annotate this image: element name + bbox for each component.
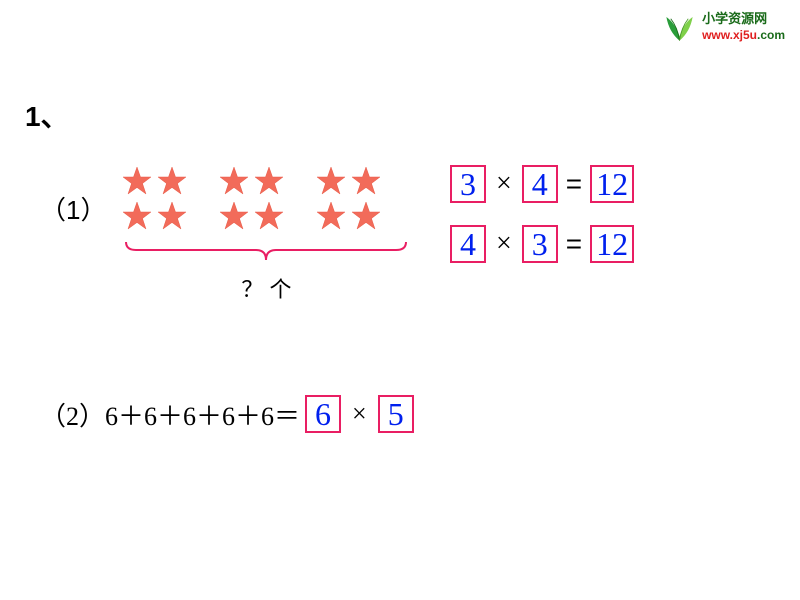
star-icon <box>156 200 188 232</box>
curly-bracket-icon <box>121 240 411 265</box>
star-icon <box>253 165 285 197</box>
star-group <box>315 165 382 232</box>
answer-box: 5 <box>378 395 414 433</box>
star-icon <box>253 200 285 232</box>
star-icon <box>315 165 347 197</box>
equals-sign: = <box>566 168 582 200</box>
star-groups <box>121 165 411 232</box>
section-title: 1、 <box>25 95 69 135</box>
answer-box: 6 <box>305 395 341 433</box>
multiply-op: × <box>496 228 512 260</box>
bracket-label: ？ 个 <box>121 272 411 304</box>
star-icon <box>218 165 250 197</box>
answer-box: 4 <box>522 165 558 203</box>
star-group <box>218 165 285 232</box>
answer-box: 3 <box>450 165 486 203</box>
star-icon <box>350 200 382 232</box>
answer-box: 12 <box>590 225 634 263</box>
multiply-op: × <box>352 399 367 429</box>
answer-box: 12 <box>590 165 634 203</box>
star-icon <box>121 200 153 232</box>
site-logo: 小学资源网 www.xj5u.com <box>662 10 785 45</box>
problem-2-expression: 6＋6＋6＋6＋6＝ <box>105 396 300 433</box>
problem-1-label: （1） <box>40 190 106 227</box>
star-icon <box>315 200 347 232</box>
answer-box: 3 <box>522 225 558 263</box>
stars-container: ？ 个 <box>121 165 411 304</box>
problem-1: （1） <box>40 165 411 304</box>
star-group <box>121 165 188 232</box>
equations: 3 × 4 = 12 4 × 3 = 12 <box>450 165 634 263</box>
star-icon <box>350 165 382 197</box>
answer-box: 4 <box>450 225 486 263</box>
star-icon <box>121 165 153 197</box>
equation-1: 3 × 4 = 12 <box>450 165 634 203</box>
star-icon <box>218 200 250 232</box>
bracket-container: ？ 个 <box>121 240 411 304</box>
equation-2: 4 × 3 = 12 <box>450 225 634 263</box>
logo-url: www.xj5u.com <box>702 26 785 44</box>
star-icon <box>156 165 188 197</box>
logo-text: 小学资源网 www.xj5u.com <box>702 12 785 44</box>
logo-cn-text: 小学资源网 <box>702 12 785 26</box>
equals-sign: = <box>566 228 582 260</box>
multiply-op: × <box>496 168 512 200</box>
leaf-icon <box>662 10 697 45</box>
problem-2: （2） 6＋6＋6＋6＋6＝ 6 × 5 <box>40 395 419 433</box>
problem-2-label: （2） <box>40 396 105 433</box>
